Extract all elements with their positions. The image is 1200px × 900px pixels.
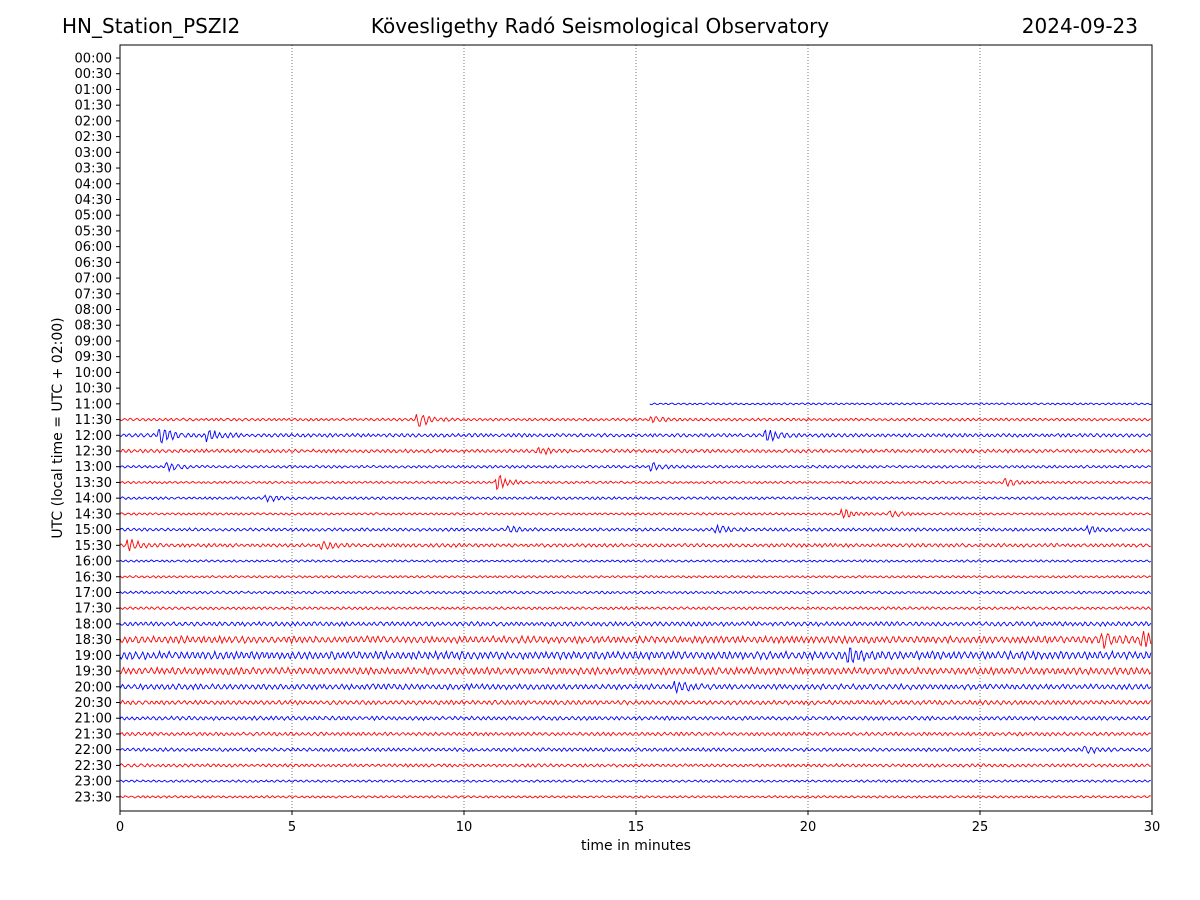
seismic-trace-1330 <box>119 474 1152 491</box>
y-tick-label: 07:30 <box>75 287 112 302</box>
y-tick-label: 13:00 <box>75 460 112 475</box>
x-tick-label: 30 <box>1144 820 1161 835</box>
seismic-trace-1830 <box>119 631 1152 649</box>
y-tick-label: 08:30 <box>75 319 112 334</box>
y-tick-label: 10:00 <box>75 366 112 381</box>
y-tick-label: 12:00 <box>75 429 112 444</box>
y-tick-label: 14:00 <box>75 492 112 507</box>
y-tick-label: 11:00 <box>75 397 112 412</box>
seismic-trace-1800 <box>119 620 1152 628</box>
x-tick-label: 10 <box>456 820 473 835</box>
y-tick-label: 09:00 <box>75 334 112 349</box>
y-tick-label: 18:30 <box>75 633 112 648</box>
chart-date: 2024-09-23 <box>1021 14 1138 38</box>
y-tick-label: 09:30 <box>75 350 112 365</box>
y-tick-label: 03:00 <box>75 146 112 161</box>
seismic-trace-2200 <box>119 745 1152 755</box>
y-tick-label: 14:30 <box>75 507 112 522</box>
seismic-trace-1200 <box>119 429 1152 444</box>
seismic-trace-1700 <box>119 590 1152 595</box>
y-tick-label: 06:00 <box>75 240 112 255</box>
y-tick-label: 07:00 <box>75 272 112 287</box>
seismic-trace-1430 <box>119 507 1151 520</box>
seismic-trace-1230 <box>119 446 1152 456</box>
y-tick-label: 13:30 <box>75 476 112 491</box>
x-axis-ticks: 0 5 10 15 20 25 30 <box>116 811 1160 835</box>
seismic-trace-2100 <box>119 715 1151 722</box>
y-tick-label: 10:30 <box>75 382 112 397</box>
y-tick-label: 01:00 <box>75 83 112 98</box>
y-tick-label: 15:00 <box>75 523 112 538</box>
seismic-trace-1900 <box>119 647 1152 664</box>
y-tick-label: 12:30 <box>75 445 112 460</box>
y-axis-ticks: 00:0000:3001:0001:3002:0002:3003:0003:30… <box>75 52 120 805</box>
y-tick-label: 21:00 <box>75 712 112 727</box>
seismic-trace-1930 <box>119 666 1152 676</box>
seismic-trace-2300 <box>119 779 1151 783</box>
grid-lines <box>291 45 981 811</box>
y-tick-label: 05:00 <box>75 209 112 224</box>
y-tick-label: 16:00 <box>75 555 112 570</box>
y-axis-label: UTC (local time = UTC + 02:00) <box>50 317 66 538</box>
x-tick-label: 5 <box>288 820 296 835</box>
seismic-trace-1500 <box>119 523 1152 536</box>
x-tick-label: 0 <box>116 820 124 835</box>
y-tick-label: 23:00 <box>75 775 112 790</box>
y-tick-label: 17:00 <box>75 586 112 601</box>
seismic-trace-1600 <box>119 559 1152 563</box>
x-tick-label: 15 <box>628 820 645 835</box>
seismic-trace-2000 <box>119 680 1152 695</box>
x-axis-label: time in minutes <box>581 838 691 854</box>
seismic-trace-1730 <box>119 606 1152 611</box>
y-tick-label: 02:00 <box>75 114 112 129</box>
seismic-trace-2330 <box>119 794 1151 799</box>
y-tick-label: 23:30 <box>75 790 112 805</box>
seismic-trace-1300 <box>119 461 1152 473</box>
y-tick-label: 08:00 <box>75 303 112 318</box>
chart-title: Kövesligethy Radó Seismological Observat… <box>370 14 830 38</box>
y-tick-label: 00:30 <box>75 67 112 82</box>
y-tick-label: 00:00 <box>75 52 112 67</box>
y-tick-label: 19:30 <box>75 665 112 680</box>
y-tick-label: 05:30 <box>75 224 112 239</box>
y-tick-label: 16:30 <box>75 570 112 585</box>
y-tick-label: 22:00 <box>75 743 112 758</box>
y-tick-label: 18:00 <box>75 617 112 632</box>
y-tick-label: 11:30 <box>75 413 112 428</box>
seismic-trace-1530 <box>119 539 1151 552</box>
y-tick-label: 21:30 <box>75 727 112 742</box>
station-name: HN_Station_PSZI2 <box>62 14 241 38</box>
y-tick-label: 17:30 <box>75 602 112 617</box>
seismic-trace-2130 <box>119 731 1151 737</box>
seismic-trace-2030 <box>119 699 1152 706</box>
y-tick-label: 03:30 <box>75 162 112 177</box>
x-tick-label: 20 <box>800 820 817 835</box>
seismic-trace-1630 <box>119 574 1152 579</box>
y-tick-label: 02:30 <box>75 130 112 145</box>
seismic-trace-1400 <box>119 494 1152 503</box>
y-tick-label: 15:30 <box>75 539 112 554</box>
y-tick-label: 20:30 <box>75 696 112 711</box>
x-tick-label: 25 <box>972 820 989 835</box>
y-tick-label: 01:30 <box>75 99 112 114</box>
y-tick-label: 20:00 <box>75 680 112 695</box>
seismic-trace-1130 <box>119 414 1152 427</box>
seismic-trace-2230 <box>119 763 1151 768</box>
y-tick-label: 19:00 <box>75 649 112 664</box>
y-tick-label: 04:00 <box>75 177 112 192</box>
y-tick-label: 06:30 <box>75 256 112 271</box>
seismic-trace-1100 <box>649 402 1152 406</box>
y-tick-label: 04:30 <box>75 193 112 208</box>
y-tick-label: 22:30 <box>75 759 112 774</box>
traces <box>119 402 1152 799</box>
